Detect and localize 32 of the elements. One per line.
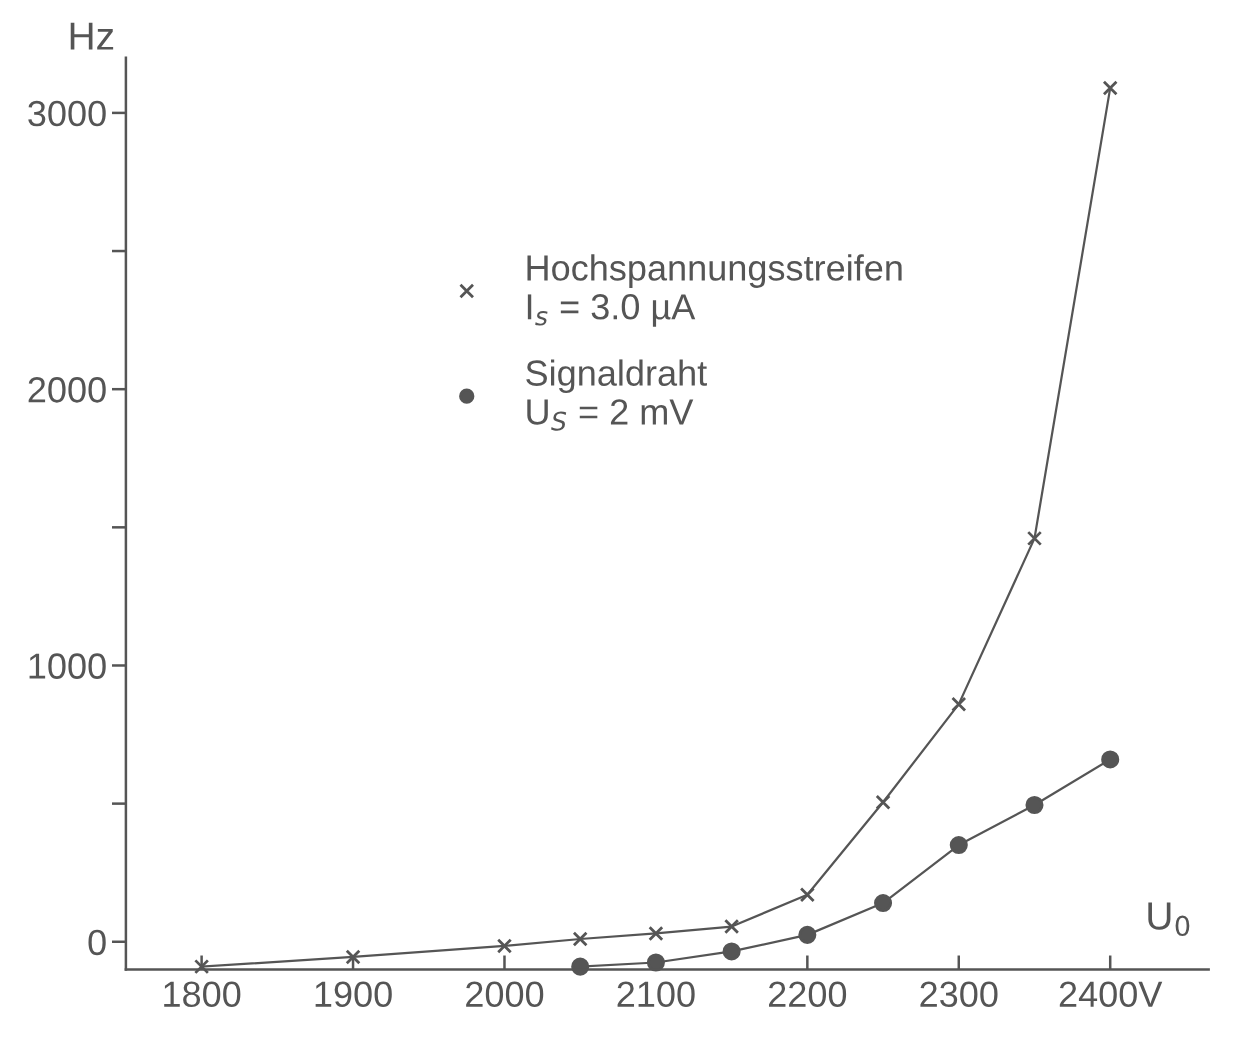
point <box>648 925 664 942</box>
point <box>572 931 588 947</box>
x-tick-label: 2400V <box>1059 981 1163 1008</box>
x-tick-label: 1900 <box>315 981 392 1008</box>
point <box>1026 530 1043 547</box>
point <box>345 949 361 965</box>
point <box>496 938 513 954</box>
point <box>951 696 967 712</box>
x-tick-label: 1800 <box>164 981 241 1008</box>
x-tick-label: 2100 <box>617 981 695 1008</box>
x-axis-title: U$_{0}$ <box>1148 902 1190 937</box>
point <box>1025 795 1044 815</box>
point <box>875 794 891 810</box>
y-axis-title: Hz <box>70 22 114 50</box>
point <box>723 918 740 935</box>
point <box>193 959 210 975</box>
y-tick-label: 0 <box>88 929 106 956</box>
point <box>874 894 893 913</box>
point <box>798 925 817 944</box>
point <box>1102 80 1118 96</box>
point <box>799 887 815 903</box>
x-tick-label: 2000 <box>466 981 544 1008</box>
y-tick-label: 2000 <box>28 377 106 403</box>
point <box>1101 750 1120 769</box>
x-tick-label: 2300 <box>920 981 998 1008</box>
point <box>722 942 741 961</box>
legend-label: Signaldraht U$_{S}$ = 2 mV <box>526 359 707 431</box>
y-tick-label: 1000 <box>29 653 106 679</box>
legend-label: Hochspannungsstreifen I$_{s}$ = 3.0 µA <box>527 254 902 327</box>
x-tick-label: 2200 <box>769 981 847 1008</box>
point <box>949 836 968 855</box>
y-tick-label: 3000 <box>28 100 106 127</box>
